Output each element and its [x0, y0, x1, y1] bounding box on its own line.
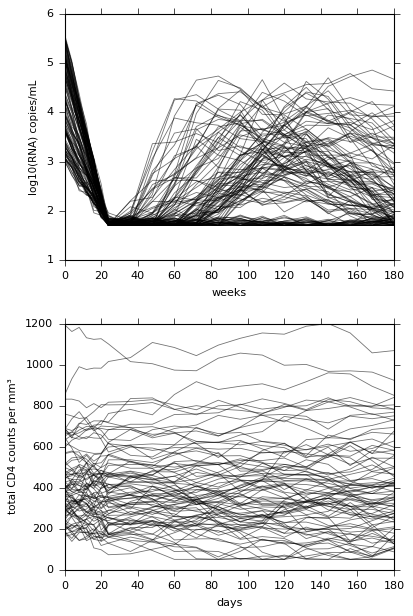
X-axis label: days: days	[216, 598, 242, 607]
Y-axis label: total CD4 counts per mm³: total CD4 counts per mm³	[8, 379, 18, 514]
X-axis label: weeks: weeks	[212, 288, 247, 298]
Y-axis label: log10(RNA) copies/mL: log10(RNA) copies/mL	[29, 79, 39, 195]
